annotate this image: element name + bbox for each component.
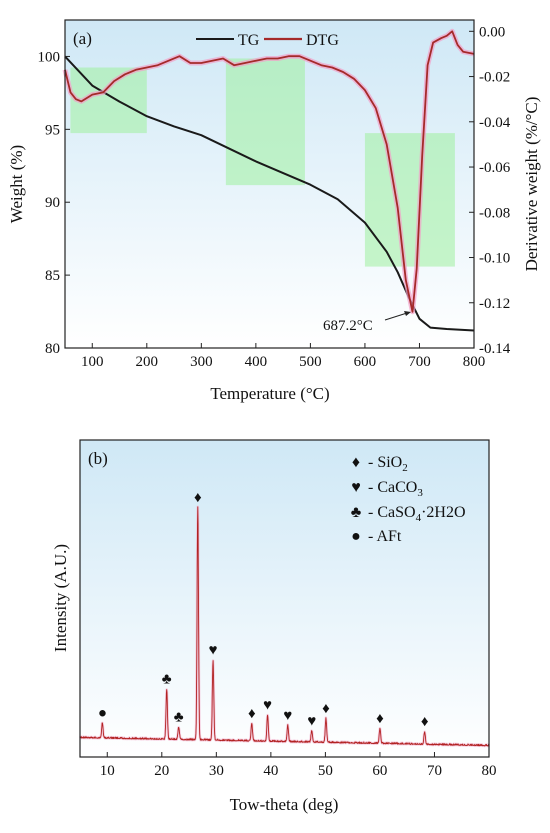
x-tick-label: 80	[482, 763, 497, 779]
panel-b-label: (b)	[88, 449, 108, 468]
legend-tg-label: TG	[238, 32, 260, 49]
y-tick-label: 95	[45, 122, 60, 138]
x-tick-label: 300	[190, 354, 213, 370]
series-tg-line	[64, 55, 475, 332]
legend-sio2-symbol: ♦	[352, 454, 360, 471]
peak-marker: ♥	[209, 643, 218, 659]
panel-b-background	[80, 440, 489, 757]
x-tick-label: 50	[318, 763, 333, 779]
y2-tick-label: -0.08	[479, 205, 510, 221]
legend-caso4-label: - CaSO4·2H2O	[368, 504, 466, 524]
panel-a-y2-axis: 0.00 -0.02 -0.04 -0.06 -0.08 -0.10 -0.12 -0.14	[469, 24, 511, 357]
peak-annotation-arrow	[384, 312, 408, 321]
y-tick-label: 85	[45, 268, 60, 284]
peak-marker: ♣	[162, 672, 172, 688]
panel-a-y2-title: Derivative weight (%/°C)	[522, 97, 541, 272]
peak-marker: ♦	[322, 701, 330, 717]
peak-marker: ♥	[307, 713, 316, 729]
xrd-pattern-line	[79, 506, 490, 747]
panel-b-x-axis: 10 20 30 40 50 60 70 80	[100, 752, 497, 779]
x-tick-label: 20	[154, 763, 169, 779]
x-tick-label: 800	[463, 354, 486, 370]
panel-b-x-title: Tow-theta (deg)	[230, 795, 339, 814]
panel-b-legend: ♦ - SiO2 ♥ - CaCO3 ♣ - CaSO4·2H2O ● - AF…	[351, 454, 466, 545]
panel-a-frame	[64, 19, 475, 349]
x-tick-label: 10	[100, 763, 115, 779]
y-tick-label: 100	[38, 49, 61, 65]
panel-b-frame	[79, 439, 490, 758]
legend-dtg-label: DTG	[306, 32, 339, 49]
x-tick-label: 40	[263, 763, 278, 779]
x-tick-label: 60	[372, 763, 387, 779]
legend-aft-symbol: ●	[351, 528, 361, 545]
legend-caco3-symbol: ♥	[351, 479, 361, 496]
peak-marker: ♦	[248, 706, 256, 722]
panel-b: ● ♣ ♣ ♦ ♥ ♦ ♥ ♥ ♥ ♦ ♦ ♦ 10 20 30 40 50 60 70 80 (b) ♦ - Si…	[51, 439, 497, 814]
panel-a-y-title: Weight (%)	[7, 145, 26, 223]
y2-tick-label: -0.10	[479, 251, 510, 267]
peak-annotation-label: 687.2°C	[323, 318, 373, 334]
panel-a-x-title: Temperature (°C)	[210, 384, 329, 403]
highlight-region-3	[364, 133, 455, 267]
y-tick-label: 90	[45, 195, 60, 211]
panel-b-peak-markers: ● ♣ ♣ ♦ ♥ ♦ ♥ ♥ ♥ ♦ ♦ ♦	[98, 490, 429, 730]
panel-b-pattern	[79, 505, 490, 748]
x-tick-label: 600	[354, 354, 377, 370]
legend-caco3-label: - CaCO3	[368, 479, 423, 499]
panel-a: 100 200 300 400 500 600 700 800 80 85 90 95 100 0.0…	[7, 19, 541, 403]
legend-sio2-label: - SiO2	[368, 454, 408, 474]
y2-tick-label: -0.12	[479, 296, 510, 312]
y-tick-label: 80	[45, 341, 60, 357]
y2-tick-label: 0.00	[479, 24, 505, 40]
peak-annotation-arrowhead	[404, 311, 411, 316]
legend-aft-label: - AFt	[368, 528, 402, 545]
panel-b-y-title: Intensity (A.U.)	[51, 544, 70, 652]
legend-caso4-symbol: ♣	[351, 504, 362, 521]
y2-tick-label: -0.06	[479, 160, 511, 176]
peak-marker: ♦	[194, 490, 202, 506]
peak-marker: ♦	[376, 711, 384, 727]
peak-marker: ●	[98, 705, 107, 721]
y2-tick-label: -0.14	[479, 341, 511, 357]
panel-a-series	[62, 28, 475, 332]
peak-annotation: 687.2°C	[323, 311, 411, 334]
peak-marker: ♣	[174, 709, 184, 725]
y2-tick-label: -0.04	[479, 115, 511, 131]
x-tick-label: 70	[427, 763, 442, 779]
highlight-region-2	[225, 58, 305, 186]
x-tick-label: 400	[245, 354, 268, 370]
peak-marker: ♦	[421, 714, 429, 730]
panel-a-y-axis: 80 85 90 95 100	[38, 49, 70, 357]
x-tick-label: 200	[136, 354, 159, 370]
x-tick-label: 100	[81, 354, 104, 370]
x-tick-label: 700	[408, 354, 431, 370]
panel-a-label: (a)	[73, 29, 92, 48]
panel-a-legend: TG DTG	[196, 32, 339, 49]
y2-tick-label: -0.02	[479, 70, 510, 86]
peak-marker: ♥	[263, 697, 272, 713]
peak-marker: ♥	[283, 708, 292, 724]
series-dtg-line	[64, 30, 475, 313]
x-tick-label: 500	[299, 354, 322, 370]
panel-a-x-axis: 100 200 300 400 500 600 700 800	[81, 343, 485, 370]
x-tick-label: 30	[209, 763, 224, 779]
